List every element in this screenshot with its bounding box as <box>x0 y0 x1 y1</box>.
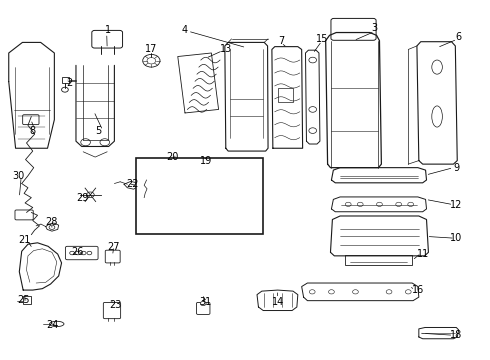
Text: 9: 9 <box>453 163 459 173</box>
FancyBboxPatch shape <box>105 250 120 263</box>
Circle shape <box>396 202 401 207</box>
Circle shape <box>353 290 358 294</box>
Bar <box>345 256 412 265</box>
Text: 3: 3 <box>371 23 378 33</box>
Text: 4: 4 <box>182 25 188 35</box>
Ellipse shape <box>432 106 442 127</box>
Text: 22: 22 <box>126 179 138 189</box>
Text: 8: 8 <box>30 126 36 136</box>
Text: 16: 16 <box>412 285 424 295</box>
Ellipse shape <box>432 60 442 74</box>
Bar <box>186 198 213 209</box>
Circle shape <box>87 192 94 198</box>
Text: 18: 18 <box>450 330 463 340</box>
FancyBboxPatch shape <box>103 302 121 319</box>
Bar <box>278 88 293 102</box>
Text: 30: 30 <box>12 171 24 181</box>
Circle shape <box>49 225 55 229</box>
Text: 31: 31 <box>199 297 212 307</box>
Circle shape <box>100 139 110 146</box>
Bar <box>239 225 257 231</box>
Circle shape <box>405 290 411 294</box>
Circle shape <box>329 290 334 294</box>
Circle shape <box>309 57 317 63</box>
Text: 11: 11 <box>416 249 429 259</box>
Text: 13: 13 <box>220 45 232 54</box>
Text: 10: 10 <box>450 233 463 243</box>
Circle shape <box>357 202 363 207</box>
FancyBboxPatch shape <box>196 302 210 314</box>
Circle shape <box>309 107 317 112</box>
Text: 6: 6 <box>456 32 462 42</box>
Text: 27: 27 <box>108 242 120 252</box>
Circle shape <box>309 128 317 134</box>
Circle shape <box>408 202 414 207</box>
Circle shape <box>386 290 392 294</box>
Ellipse shape <box>49 321 64 327</box>
Text: 26: 26 <box>72 247 84 257</box>
Circle shape <box>62 87 68 92</box>
Text: 12: 12 <box>450 200 463 210</box>
Text: 5: 5 <box>96 126 101 136</box>
Text: 29: 29 <box>76 193 89 203</box>
Bar <box>142 225 160 231</box>
Circle shape <box>87 251 92 255</box>
Circle shape <box>200 301 206 306</box>
Text: 20: 20 <box>166 152 178 162</box>
Text: 1: 1 <box>105 25 111 35</box>
FancyBboxPatch shape <box>65 246 98 260</box>
Bar <box>195 225 213 231</box>
Circle shape <box>309 290 315 294</box>
Bar <box>62 77 69 83</box>
Text: 23: 23 <box>109 300 122 310</box>
Bar <box>223 198 250 209</box>
Circle shape <box>377 202 382 207</box>
Text: 19: 19 <box>199 156 212 166</box>
Text: 14: 14 <box>271 297 284 307</box>
Circle shape <box>143 54 160 67</box>
Circle shape <box>81 251 86 255</box>
Text: 7: 7 <box>278 36 284 46</box>
FancyBboxPatch shape <box>92 30 122 48</box>
Text: 24: 24 <box>47 320 59 330</box>
Bar <box>23 296 31 304</box>
Text: 28: 28 <box>45 217 58 227</box>
Circle shape <box>81 139 90 146</box>
Text: 21: 21 <box>18 235 30 245</box>
Circle shape <box>70 251 74 255</box>
Circle shape <box>345 202 351 207</box>
Text: 17: 17 <box>145 45 158 54</box>
FancyBboxPatch shape <box>15 210 33 220</box>
Bar <box>136 158 263 234</box>
Text: 15: 15 <box>316 34 328 44</box>
Text: 25: 25 <box>17 295 29 305</box>
FancyBboxPatch shape <box>23 115 39 125</box>
Bar <box>150 198 176 209</box>
Text: 2: 2 <box>67 78 73 88</box>
Circle shape <box>75 251 80 255</box>
FancyBboxPatch shape <box>331 18 376 40</box>
